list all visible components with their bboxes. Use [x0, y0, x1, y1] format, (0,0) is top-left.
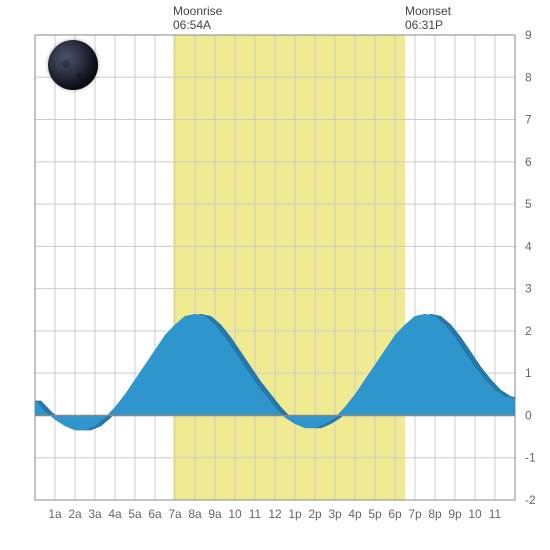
svg-text:5: 5 — [525, 197, 532, 211]
moonrise-label: Moonrise — [173, 4, 222, 18]
chart-svg: -2-101234567891a2a3a4a5a6a7a8a9a1011121p… — [10, 10, 540, 540]
svg-text:9: 9 — [525, 28, 532, 42]
svg-text:3p: 3p — [328, 507, 342, 521]
svg-text:11: 11 — [489, 507, 502, 521]
svg-text:1a: 1a — [48, 507, 62, 521]
svg-text:3a: 3a — [88, 507, 102, 521]
svg-text:7a: 7a — [168, 507, 182, 521]
svg-text:0: 0 — [525, 408, 532, 422]
svg-text:1p: 1p — [288, 507, 302, 521]
moon-phase-icon — [48, 40, 98, 90]
svg-text:8: 8 — [525, 70, 532, 84]
svg-text:2: 2 — [525, 324, 532, 338]
moonrise-annotation: Moonrise 06:54A — [173, 4, 222, 33]
tide-chart: Moonrise 06:54A Moonset 06:31P -2-101234… — [10, 10, 540, 540]
svg-text:4a: 4a — [108, 507, 122, 521]
svg-text:8p: 8p — [428, 507, 442, 521]
svg-text:8a: 8a — [188, 507, 202, 521]
svg-text:4: 4 — [525, 239, 532, 253]
svg-text:11: 11 — [249, 507, 262, 521]
svg-text:3: 3 — [525, 282, 532, 296]
svg-text:9a: 9a — [208, 507, 222, 521]
svg-text:-2: -2 — [525, 493, 536, 507]
svg-text:10: 10 — [228, 507, 242, 521]
svg-text:6p: 6p — [388, 507, 402, 521]
svg-text:7: 7 — [525, 113, 532, 127]
svg-text:12: 12 — [268, 507, 282, 521]
moonset-label: Moonset — [405, 4, 451, 18]
svg-text:6: 6 — [525, 155, 532, 169]
svg-text:10: 10 — [468, 507, 482, 521]
svg-text:1: 1 — [525, 366, 532, 380]
svg-text:2p: 2p — [308, 507, 322, 521]
moonset-time: 06:31P — [405, 18, 443, 32]
svg-text:9p: 9p — [448, 507, 462, 521]
moonrise-time: 06:54A — [173, 18, 211, 32]
moonset-annotation: Moonset 06:31P — [405, 4, 451, 33]
svg-text:2a: 2a — [68, 507, 82, 521]
svg-text:5a: 5a — [128, 507, 142, 521]
svg-text:6a: 6a — [148, 507, 162, 521]
svg-text:-1: -1 — [525, 451, 536, 465]
svg-text:7p: 7p — [408, 507, 422, 521]
svg-text:4p: 4p — [348, 507, 362, 521]
svg-text:5p: 5p — [368, 507, 382, 521]
